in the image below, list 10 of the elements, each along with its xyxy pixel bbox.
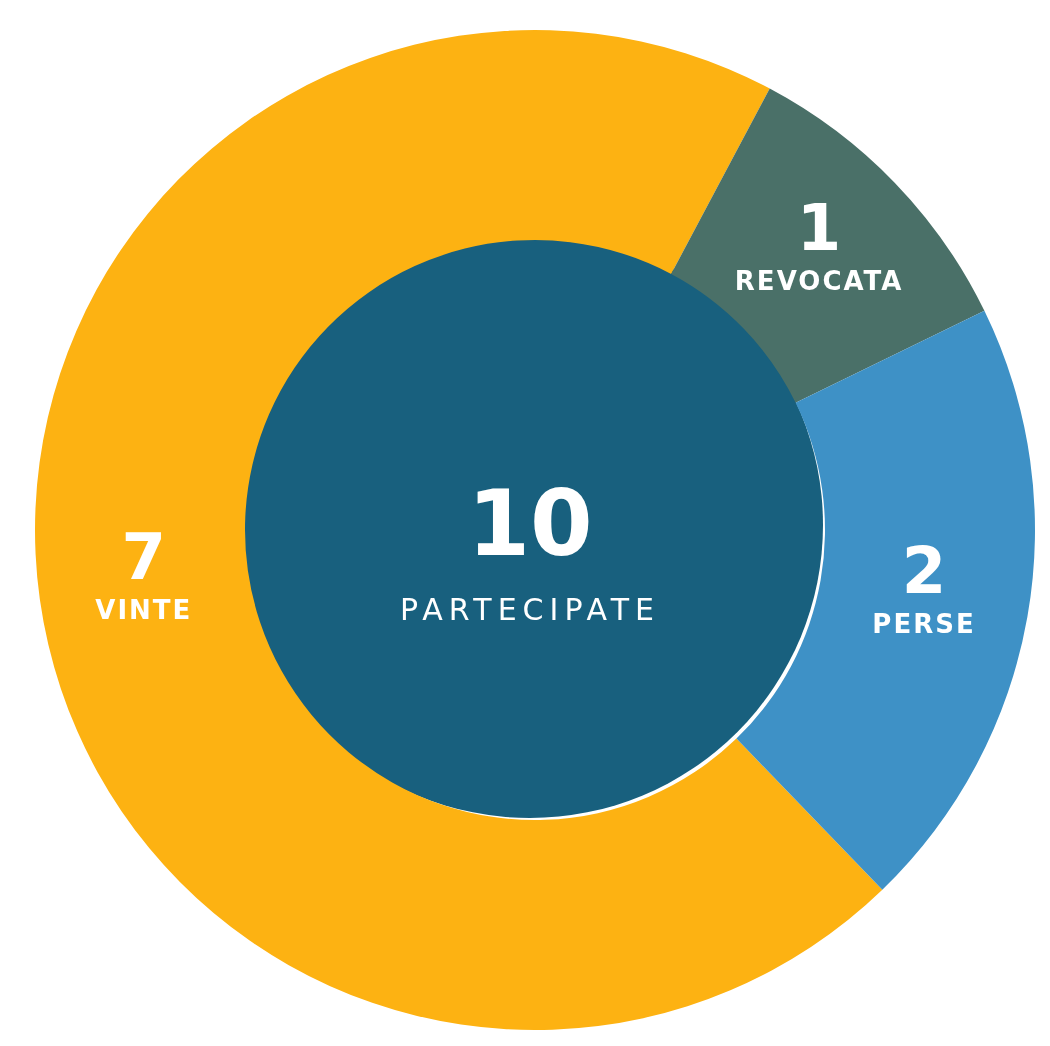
- text: PARTECIPATE: [399, 592, 661, 627]
- donut-slice: [736, 310, 1035, 890]
- data-label: 2: [901, 533, 947, 608]
- data-label: 1: [796, 190, 842, 265]
- donut-slice: [671, 88, 985, 403]
- text: 10: [467, 471, 593, 576]
- slice-label: VINTE: [95, 594, 193, 625]
- slice-label: REVOCATA: [734, 265, 904, 296]
- slice-label: PERSE: [872, 608, 976, 639]
- data-label: 7: [121, 519, 167, 594]
